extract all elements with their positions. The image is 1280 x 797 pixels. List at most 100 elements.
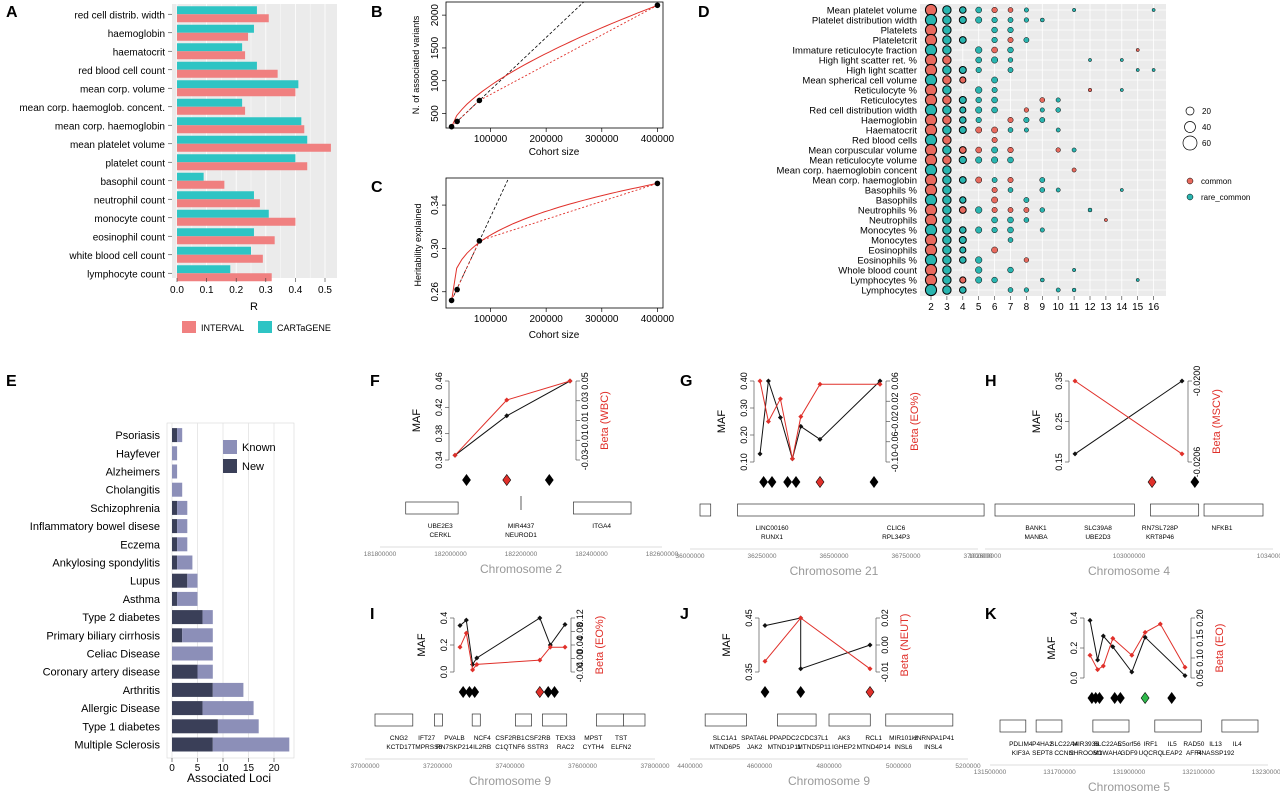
maf-label: MAF [721, 633, 733, 657]
row-label-d: Neutrophils [869, 216, 917, 227]
bubble-d [942, 155, 952, 165]
maf-line-point [1129, 669, 1135, 675]
variant-marker [796, 685, 806, 699]
bubble-d [942, 75, 952, 85]
gene-box [1035, 719, 1063, 733]
beta-line-point [1095, 667, 1101, 673]
gene-box [405, 501, 459, 515]
gene-box [374, 713, 414, 727]
position-tick-label: 103400000 [1257, 553, 1280, 560]
bubble-d [942, 95, 952, 105]
chromosome-label: Chromosome 9 [788, 774, 870, 788]
beta-tick-label: 0.05 [1195, 669, 1205, 687]
bar-known-13 [197, 664, 213, 679]
bar-known-9 [177, 591, 198, 606]
position-tick-label: 102600000 [969, 553, 1002, 560]
bubble-d [959, 76, 967, 84]
bubble-d [959, 226, 967, 234]
bubble-d [958, 176, 967, 184]
panel-label-a: A [6, 4, 18, 21]
bubble-d [1055, 107, 1061, 113]
y-tick-label: 0.30 [430, 238, 441, 258]
bubble-d [1135, 278, 1140, 282]
beta-line-point [537, 657, 543, 663]
bubble-d [1087, 87, 1093, 93]
beta-line [764, 617, 871, 670]
bubble-d [942, 145, 952, 155]
legend-swatch-known [223, 440, 237, 454]
maf-line-point [1110, 644, 1116, 650]
data-point-2 [476, 238, 483, 244]
category-label-e: Psoriasis [115, 430, 160, 442]
category-label-a: haemoglobin [108, 29, 165, 40]
bubble-d [1023, 107, 1029, 113]
panel-b: B 100000 200000 300000 400000 500 1000 1500 200… [371, 1, 675, 158]
beta-line-point [817, 381, 823, 387]
plot-frame-b [445, 1, 664, 129]
linear-interp-line [479, 4, 658, 101]
maf-line-point [757, 451, 763, 457]
bubble-d [975, 126, 983, 134]
bubble-d [942, 5, 952, 15]
maf-line-point [762, 623, 768, 629]
bubble-d [942, 185, 952, 195]
beta-label: Beta (WBC) [599, 391, 611, 450]
category-label-e: Type 2 diabetes [82, 612, 160, 624]
gene-label: NFKB1 [1212, 525, 1233, 532]
bubble-d [1071, 167, 1077, 173]
gene-label: IL4 [1233, 741, 1242, 748]
position-tick-label: 5200000 [955, 763, 981, 770]
bar-new-8 [172, 573, 188, 588]
gene-label: SEPT8 [1032, 750, 1053, 757]
color-legend-dot-common [1186, 177, 1194, 185]
beta-tick-label: 0.12 [575, 609, 585, 627]
bubble-d [959, 256, 967, 264]
x-tick-label-d: 4 [960, 302, 966, 313]
position-tick-label: 181800000 [364, 551, 397, 558]
maf-tick-label: 0.42 [434, 399, 444, 417]
x-axis-label-e: Associated Loci [187, 771, 271, 785]
x-tick-label-e: 0 [169, 763, 175, 774]
size-legend: 20 40 60 [1182, 106, 1211, 151]
data-point-1 [454, 118, 460, 125]
x-tick-label: 300000 [585, 134, 619, 145]
beta-tick-label: -0.10 [890, 452, 900, 473]
bubble-d [1007, 216, 1014, 224]
bar-new-13 [172, 664, 198, 679]
gene-label: UQCRQ [1139, 750, 1163, 757]
beta-tick-label: 0.06 [890, 372, 900, 390]
gene-label: RN7SL728P [1142, 525, 1178, 532]
maf-tick-label: 0.10 [739, 453, 749, 471]
size-legend-label-40: 40 [1202, 123, 1211, 132]
bubble-d [1039, 227, 1045, 233]
maf-tick-label: 0.34 [434, 451, 444, 469]
fitted-curve [451, 182, 658, 301]
size-legend-dot-20 [1185, 106, 1195, 116]
bubble-d [958, 66, 967, 74]
beta-tick-label: 0.20 [1195, 609, 1205, 627]
data-point-2 [476, 97, 483, 104]
row-label-d: Platelets [881, 26, 918, 37]
bubble-d [959, 116, 967, 124]
bar-new-11 [172, 628, 183, 643]
position-tick-label: 5000000 [886, 763, 912, 770]
beta-line [454, 380, 571, 456]
bubble-d [1007, 46, 1014, 54]
bar-new-4 [172, 500, 178, 515]
data-point-0 [448, 123, 455, 130]
bubble-d [991, 6, 998, 14]
row-label-d: Red cell distribution width [809, 106, 917, 117]
beta-line-point [474, 661, 480, 667]
bubble-d [975, 256, 983, 264]
bar-interval-10 [177, 199, 260, 208]
linear-interp-line [479, 182, 658, 242]
gene-label: PVALB [444, 735, 464, 742]
bubble-d [959, 6, 967, 14]
beta-tick-label: 0.02 [890, 392, 900, 410]
bar-cartagene-14 [177, 265, 231, 274]
bubble-d [991, 87, 998, 93]
beta-line-point [877, 381, 883, 387]
chromosome-label: Chromosome 9 [469, 774, 551, 788]
bar-interval-14 [177, 273, 272, 282]
bubble-d [1151, 68, 1156, 72]
